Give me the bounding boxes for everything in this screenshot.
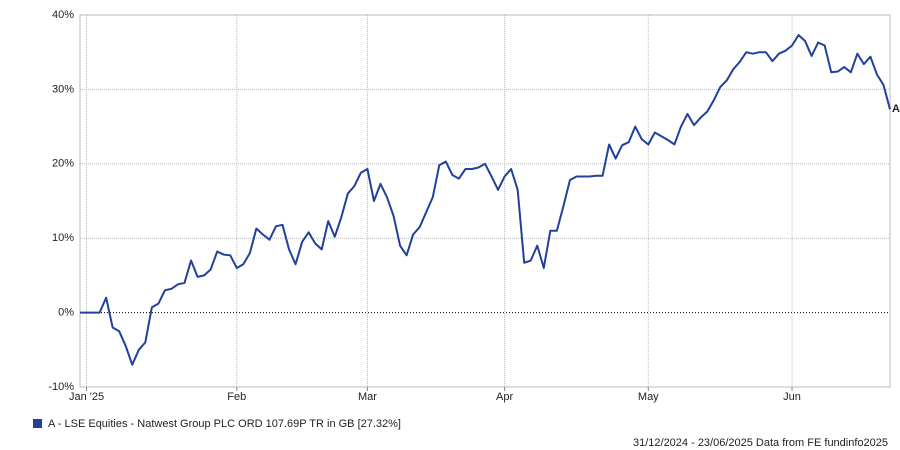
x-tick-label: Apr (496, 391, 513, 403)
legend-label: A - LSE Equities - Natwest Group PLC ORD… (48, 418, 401, 430)
end-label: A (892, 103, 900, 115)
series-line (80, 34, 891, 366)
y-tick-label: 10% (52, 232, 74, 244)
legend-swatch (33, 419, 42, 428)
x-tick-label: Jun (783, 391, 801, 403)
footer: 31/12/2024 - 23/06/2025 Data from FE fun… (633, 437, 888, 449)
y-tick-label: 0% (58, 307, 74, 319)
x-tick-label: Feb (227, 391, 246, 403)
x-tick-label: May (638, 391, 659, 403)
x-tick-label: Jan '25 (69, 391, 104, 403)
x-tick-label: Mar (358, 391, 377, 403)
y-tick-label: 20% (52, 158, 74, 170)
plot-frame (79, 14, 891, 388)
y-tick-label: -10% (48, 381, 74, 393)
y-tick-label: 30% (52, 83, 74, 95)
y-tick-label: 40% (52, 9, 74, 21)
